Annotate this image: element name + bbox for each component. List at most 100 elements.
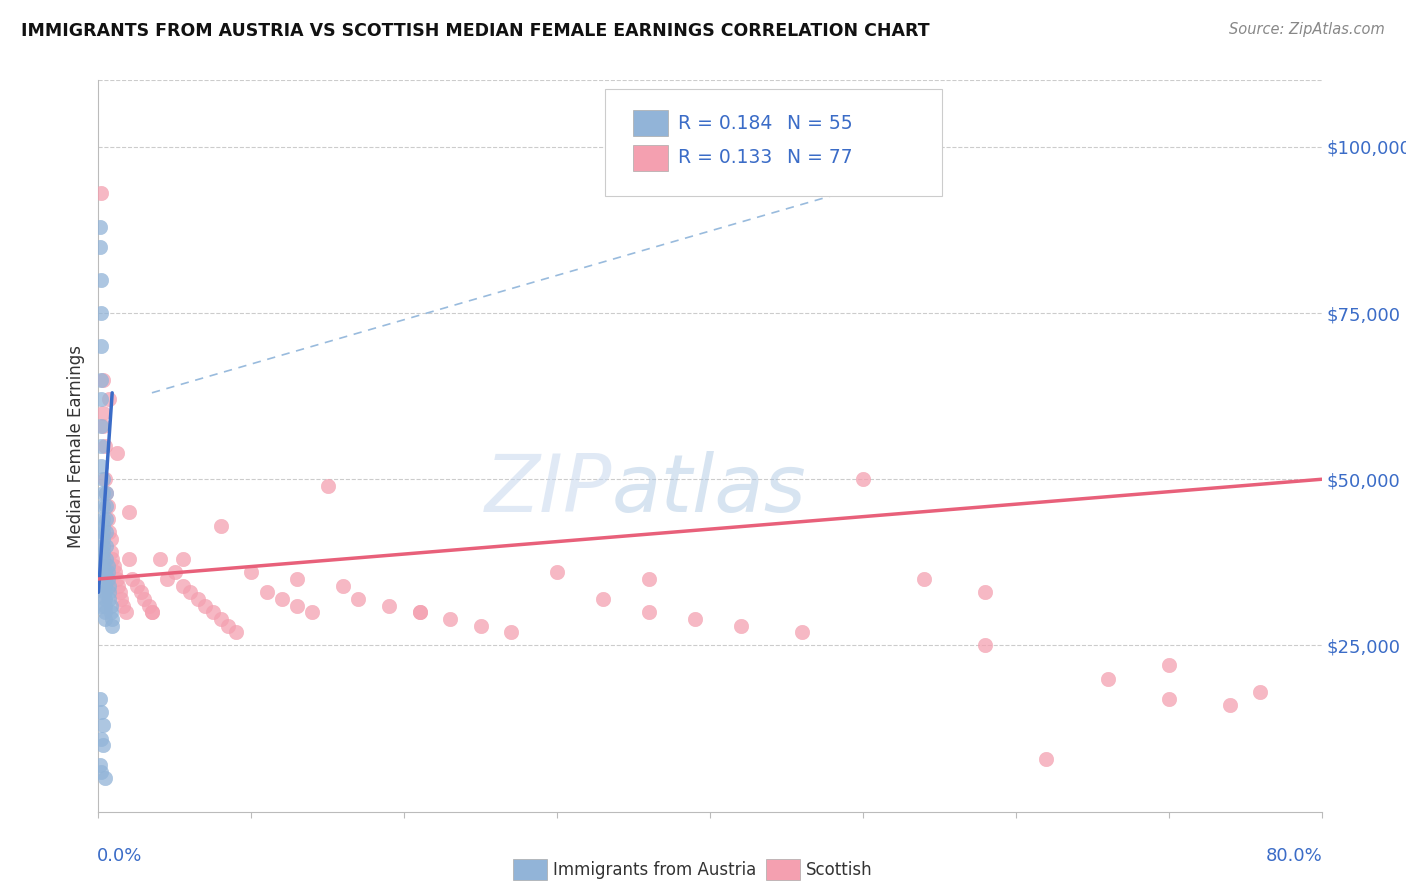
Point: [93, 472, 115, 486]
Point: [111, 599, 134, 613]
Point: [97, 558, 120, 573]
Point: [93, 612, 115, 626]
Point: [98, 591, 121, 606]
Point: [141, 605, 163, 619]
Point: [270, 591, 292, 606]
Point: [90, 439, 112, 453]
Point: [730, 618, 752, 632]
Point: [91, 525, 114, 540]
Point: [141, 605, 163, 619]
Point: [91, 512, 114, 526]
Point: [974, 585, 997, 599]
Point: [1097, 672, 1119, 686]
Point: [501, 625, 523, 640]
Y-axis label: Median Female Earnings: Median Female Earnings: [67, 344, 86, 548]
Point: [790, 625, 813, 640]
Point: [209, 612, 232, 626]
Point: [93, 439, 115, 453]
Text: R = 0.184: R = 0.184: [678, 113, 772, 133]
Point: [89, 758, 111, 772]
Point: [100, 605, 122, 619]
Point: [103, 558, 125, 573]
Point: [1157, 658, 1180, 673]
Point: [974, 639, 997, 653]
Point: [93, 572, 115, 586]
Point: [118, 506, 141, 520]
Text: N = 55: N = 55: [787, 113, 853, 133]
Point: [97, 499, 120, 513]
Text: Scottish: Scottish: [806, 861, 872, 879]
Point: [91, 718, 114, 732]
Point: [125, 579, 148, 593]
Point: [90, 731, 112, 746]
Point: [91, 532, 114, 546]
Point: [1157, 691, 1180, 706]
Point: [408, 605, 430, 619]
Point: [101, 612, 124, 626]
Point: [546, 566, 568, 580]
Point: [378, 599, 401, 613]
Point: [637, 605, 661, 619]
Point: [101, 618, 124, 632]
Point: [172, 552, 194, 566]
Point: [683, 612, 706, 626]
Point: [91, 518, 114, 533]
Point: [134, 591, 156, 606]
Point: [94, 485, 117, 500]
Point: [115, 605, 138, 619]
Point: [89, 219, 111, 234]
Point: [90, 419, 112, 434]
Point: [91, 372, 114, 386]
Point: [94, 512, 117, 526]
Point: [100, 545, 122, 559]
Point: [93, 585, 115, 599]
Point: [94, 525, 117, 540]
Point: [285, 572, 308, 586]
Point: [1249, 685, 1271, 699]
Point: [91, 738, 114, 752]
Point: [107, 579, 129, 593]
Point: [316, 479, 339, 493]
Point: [1035, 751, 1057, 765]
Text: ZIP: ZIP: [485, 450, 612, 529]
Point: [172, 579, 194, 593]
Point: [90, 705, 112, 719]
Point: [912, 572, 935, 586]
Point: [93, 772, 115, 786]
Point: [179, 585, 201, 599]
Point: [91, 419, 114, 434]
Point: [637, 572, 661, 586]
Point: [90, 339, 112, 353]
Point: [240, 566, 263, 580]
Point: [118, 552, 141, 566]
Point: [217, 618, 239, 632]
Point: [97, 572, 120, 586]
Point: [104, 566, 127, 580]
Point: [93, 599, 115, 613]
Point: [93, 566, 115, 580]
Point: [105, 445, 128, 459]
Point: [90, 392, 112, 407]
Text: 0.0%: 0.0%: [97, 847, 142, 865]
Point: [91, 406, 114, 420]
Point: [91, 558, 114, 573]
Point: [470, 618, 492, 632]
Point: [439, 612, 461, 626]
Point: [121, 572, 143, 586]
Point: [90, 764, 112, 779]
Point: [332, 579, 354, 593]
Point: [1219, 698, 1241, 713]
Point: [100, 599, 122, 613]
Point: [98, 525, 121, 540]
Point: [91, 539, 114, 553]
Point: [90, 273, 112, 287]
Point: [90, 186, 112, 201]
Point: [256, 585, 278, 599]
Point: [347, 591, 370, 606]
Point: [94, 539, 117, 553]
Point: [89, 239, 111, 253]
Point: [97, 512, 120, 526]
Point: [93, 605, 115, 619]
Text: Source: ZipAtlas.com: Source: ZipAtlas.com: [1229, 22, 1385, 37]
Text: N = 77: N = 77: [787, 148, 853, 168]
